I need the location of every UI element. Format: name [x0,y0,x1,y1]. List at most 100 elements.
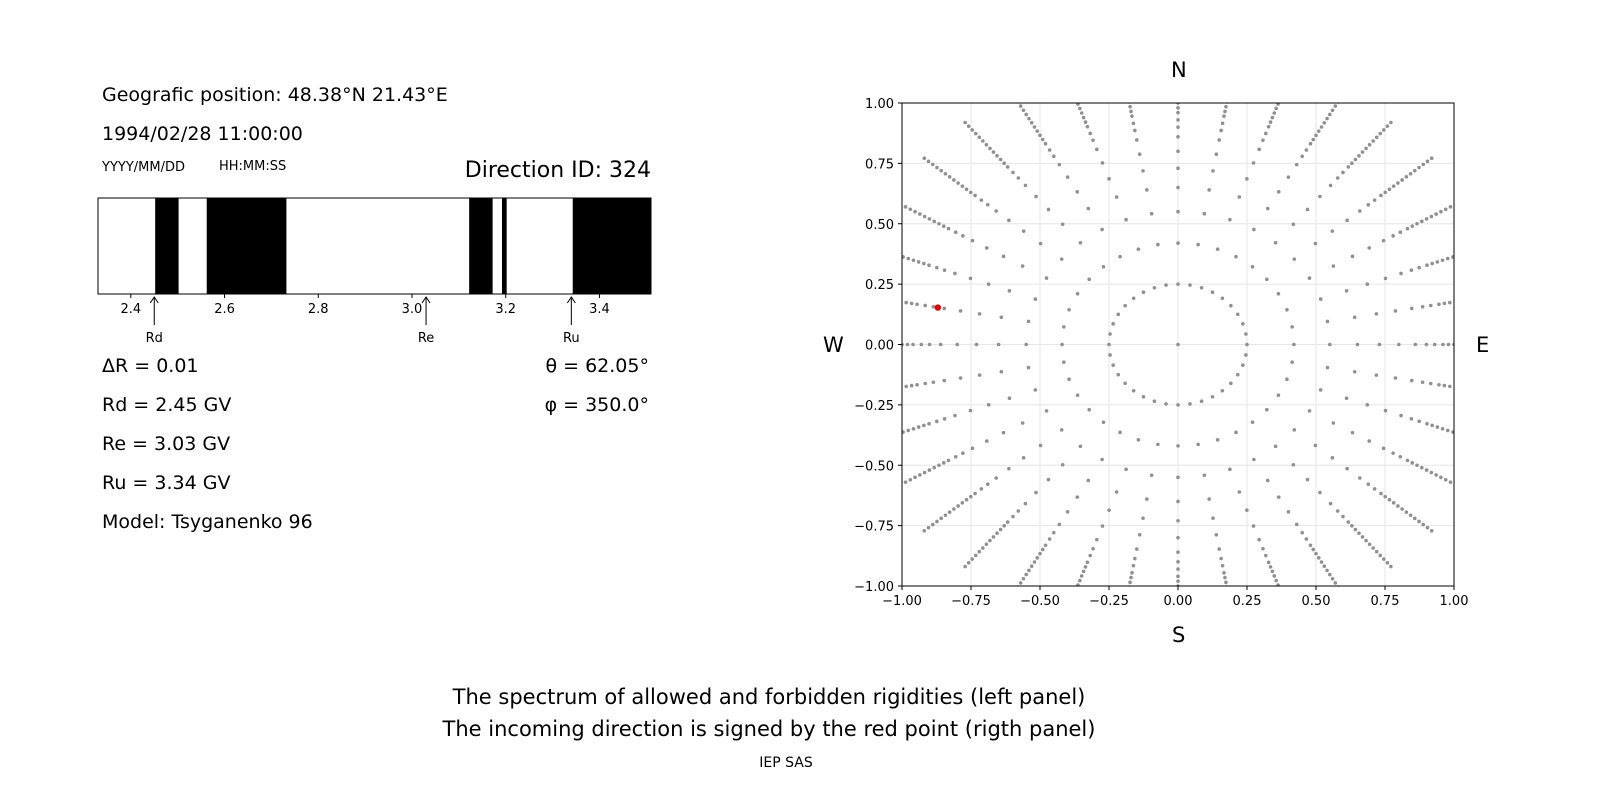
phi-value: φ = 350.0° [544,394,649,416]
direction-point [1367,142,1372,147]
direction-point [1038,241,1043,246]
direction-point [1429,528,1434,533]
direction-point [996,342,1001,347]
direction-point [1367,542,1372,547]
direction-point [1417,519,1421,524]
direction-point [1116,372,1121,377]
direction-point [947,510,952,514]
direction-point [1398,230,1403,235]
direction-point [1415,221,1419,226]
direction-point [1002,523,1006,528]
direction-point [1086,478,1091,483]
direction-point [913,475,917,480]
direction-point [1219,556,1223,561]
direction-point [1440,258,1445,263]
spectrum-frame [97,197,652,295]
direction-point [904,300,908,305]
direction-point [1381,238,1386,243]
direction-point [1237,490,1242,494]
direction-point [1412,168,1417,173]
direction-point [1214,152,1219,157]
direction-point [1176,560,1180,564]
scatter-y-tick-label: 1.00 [865,97,894,112]
direction-point [1425,159,1430,164]
direction-point [1133,556,1137,561]
direction-point [1131,388,1136,393]
direction-point [1357,154,1361,158]
direction-point [1164,283,1168,287]
direction-point [970,557,975,561]
direction-point [1318,297,1323,301]
direction-point [1261,138,1265,143]
direction-point [922,214,927,219]
direction-point [1059,428,1064,432]
direction-point [1234,254,1238,259]
direction-point [956,504,960,508]
direction-point [935,165,939,170]
direction-point [1314,133,1318,138]
direction-point [1235,312,1240,317]
compass-north: N [1171,58,1187,82]
direction-point [1091,138,1095,143]
direction-point [1276,103,1280,106]
direction-point [923,303,928,308]
direction-point [932,219,936,224]
direction-point [1300,154,1304,159]
direction-point [984,246,989,250]
direction-point [958,309,963,313]
direction-point [1176,106,1180,110]
direction-point [1176,135,1180,139]
direction-point [1396,181,1400,185]
direction-point [1128,104,1132,109]
direction-point [915,302,919,307]
direction-point [1311,137,1316,142]
direction-point [1114,195,1119,199]
direction-point [1389,564,1393,569]
direction-point [1358,476,1362,480]
direction-point [943,171,948,176]
forbidden-band [572,198,651,294]
direction-point [1393,376,1398,380]
direction-point [952,507,956,511]
direction-point [1029,564,1034,568]
direction-point [1034,194,1038,199]
direction-point [1291,462,1296,467]
direction-point [915,382,919,387]
direction-point [1052,530,1056,535]
direction-point [960,501,965,505]
direction-point [1199,285,1204,290]
direction-point [1305,207,1310,212]
direction-point [958,376,963,380]
direction-point [986,402,991,407]
direction-point [1360,150,1365,154]
direction-point [977,312,982,316]
direction-point [934,265,939,270]
direction-point [1446,342,1451,347]
direction-point [1319,560,1324,564]
direction-point [963,564,967,569]
direction-point [1399,271,1403,276]
delta-r-value: ΔR = 0.01 [102,355,199,377]
direction-point [1091,546,1095,551]
direction-point [998,157,1003,162]
direction-point [1007,396,1012,400]
direction-point [916,260,921,264]
direction-point [935,519,939,524]
caption-line-2: The incoming direction is signed by the … [442,717,1096,741]
direction-point [1261,546,1265,551]
direction-point [1100,161,1105,165]
direction-point [984,142,989,147]
direction-point [1081,569,1086,574]
direction-point [1318,194,1322,199]
direction-point [1408,513,1413,518]
direction-point [1002,161,1006,166]
direction-point [953,413,957,418]
direction-point [1176,241,1180,245]
direction-point [1176,166,1180,171]
direction-point [1057,162,1062,167]
direction-point [995,154,999,158]
direction-point [1429,214,1434,219]
direction-point [1152,399,1157,404]
direction-point [964,497,969,502]
direction-point [1265,206,1270,211]
